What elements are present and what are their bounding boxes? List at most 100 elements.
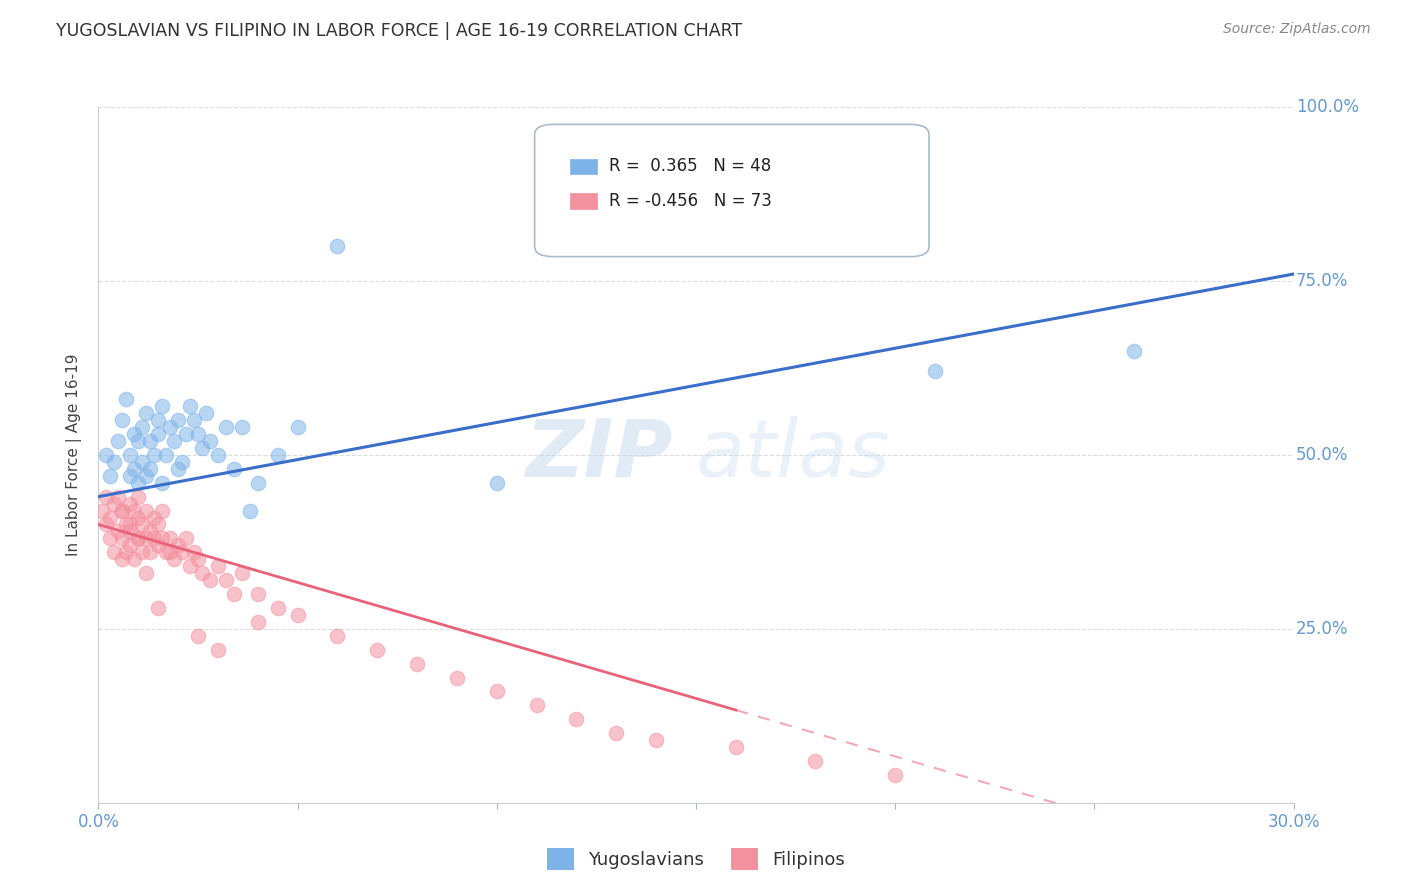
Point (724, 740, 747, 755)
Point (406, 657, 429, 671)
Point (120, 497, 142, 511)
Text: R = -0.456   N = 73: R = -0.456 N = 73 (609, 192, 772, 210)
Point (246, 587, 269, 601)
Point (167, 413, 190, 427)
Point (103, 455, 125, 469)
Point (120, 524, 142, 539)
Point (174, 427, 197, 442)
Point (605, 726, 627, 740)
Point (135, 468, 157, 483)
Point (107, 490, 129, 504)
Point (111, 532, 134, 546)
Point (148, 538, 170, 552)
Point (150, 503, 173, 517)
Point (1123, 343, 1146, 358)
Point (98, 468, 122, 483)
Point (287, 420, 309, 434)
Point (135, 503, 157, 517)
Point (98, 532, 122, 546)
Point (131, 517, 153, 532)
Point (139, 545, 162, 559)
Point (366, 642, 388, 657)
Point (207, 448, 229, 462)
Point (246, 615, 269, 629)
Point (127, 434, 149, 448)
Point (103, 545, 125, 559)
Point (148, 413, 170, 427)
Point (183, 545, 205, 559)
Point (179, 559, 201, 574)
Point (187, 552, 209, 566)
Point (96, 517, 118, 532)
Point (111, 503, 134, 517)
Point (120, 468, 142, 483)
Point (172, 545, 194, 559)
Point (159, 545, 181, 559)
Point (645, 733, 668, 747)
Point (120, 517, 142, 532)
Bar (571, 194, 596, 209)
Point (246, 475, 269, 490)
Point (884, 768, 907, 782)
Point (131, 455, 153, 469)
Point (111, 413, 134, 427)
Point (187, 427, 209, 442)
Point (207, 642, 229, 657)
Point (215, 573, 238, 587)
Point (326, 239, 349, 253)
Point (139, 524, 162, 539)
Point (111, 552, 134, 566)
Point (127, 490, 149, 504)
Point (120, 448, 142, 462)
Point (124, 552, 146, 566)
Point (135, 532, 157, 546)
Point (191, 441, 214, 455)
Text: 25.0%: 25.0% (1296, 620, 1348, 638)
Point (135, 566, 157, 581)
Point (115, 517, 138, 532)
Point (172, 455, 194, 469)
Point (115, 392, 138, 407)
Point (174, 532, 197, 546)
Point (163, 434, 186, 448)
Point (159, 532, 181, 546)
Text: R =  0.365   N = 48: R = 0.365 N = 48 (609, 157, 770, 175)
Point (131, 545, 153, 559)
Text: Source: ZipAtlas.com: Source: ZipAtlas.com (1223, 22, 1371, 37)
Point (143, 532, 166, 546)
Point (143, 448, 166, 462)
Point (96, 448, 118, 462)
Point (485, 684, 508, 698)
Point (139, 434, 162, 448)
Point (135, 406, 157, 420)
Point (96, 490, 118, 504)
Point (107, 524, 129, 539)
Point (107, 434, 129, 448)
Point (526, 698, 548, 713)
Point (124, 503, 146, 517)
Point (485, 475, 508, 490)
Point (167, 462, 190, 476)
Point (191, 566, 214, 581)
Text: 50.0%: 50.0% (1296, 446, 1348, 464)
Point (155, 448, 177, 462)
Point (239, 503, 262, 517)
Point (804, 754, 827, 768)
Point (139, 462, 162, 476)
Text: YUGOSLAVIAN VS FILIPINO IN LABOR FORCE | AGE 16-19 CORRELATION CHART: YUGOSLAVIAN VS FILIPINO IN LABOR FORCE |… (56, 22, 742, 40)
Legend: Yugoslavians, Filipinos: Yugoslavians, Filipinos (540, 841, 852, 877)
Point (150, 399, 173, 413)
Point (127, 532, 149, 546)
Text: atlas: atlas (696, 416, 891, 494)
Point (131, 420, 153, 434)
Point (148, 427, 170, 442)
Point (159, 420, 181, 434)
Point (155, 545, 177, 559)
Point (231, 566, 253, 581)
Point (179, 399, 201, 413)
Text: 75.0%: 75.0% (1296, 272, 1348, 290)
Point (124, 462, 146, 476)
Point (167, 538, 190, 552)
Point (222, 462, 245, 476)
Point (267, 601, 290, 615)
